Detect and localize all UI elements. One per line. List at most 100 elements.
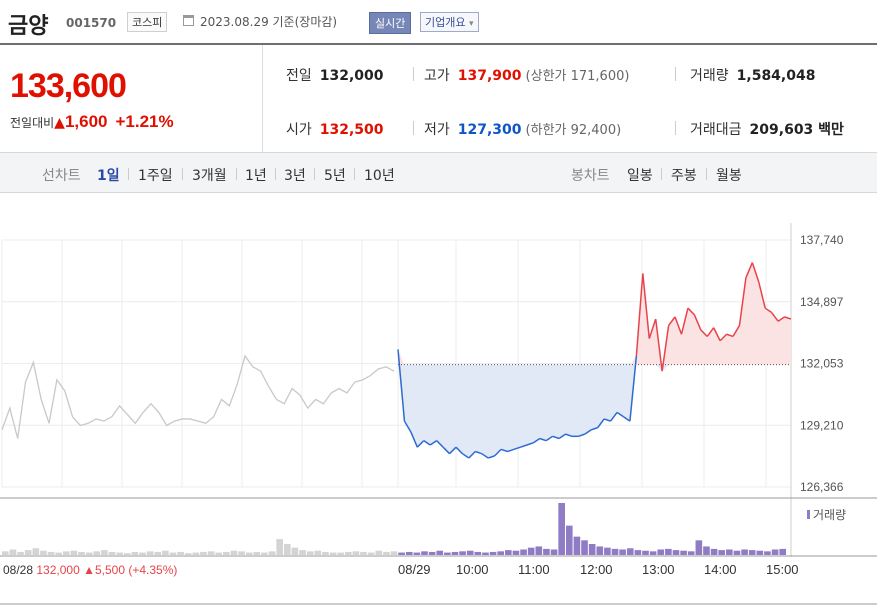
price-line-segment [648,318,657,339]
price-line-segment [777,316,785,322]
stat-value: 137,900 [457,68,522,84]
volume-bar [85,552,93,555]
current-price: 133,600 [10,67,127,105]
volume-bar [70,550,78,555]
price-line-segment [745,262,754,279]
stat-label: 거래량 [690,68,729,84]
volume-bar [123,553,131,555]
x-tick-label: 08/29 [398,562,431,577]
tab-daily-candle[interactable]: 일봉 [627,168,653,184]
tab-3year[interactable]: 3년 [284,168,306,184]
price-line-segment [771,312,779,322]
price-line-segment [552,435,560,440]
price-line-segment [423,440,431,446]
candle-chart-label: 봉차트 [571,168,610,184]
price-line-segment [661,325,670,372]
volume-bar [756,550,764,555]
stat-label: 거래대금 [690,122,742,138]
stat-low: 저가 127,300 (하한가 92,400) [424,119,621,139]
tab-5year[interactable]: 5년 [324,168,346,184]
price-line-segment [449,446,457,455]
price-line-segment [784,316,792,320]
volume-bar [672,550,680,555]
market-badge: 코스피 [127,12,168,32]
price-line-segment [513,446,521,451]
tab-weekly-candle[interactable]: 주봉 [671,168,697,184]
tab-1year[interactable]: 1년 [245,168,267,184]
price-line-segment [764,307,773,314]
volume-bar [565,525,573,555]
volume-bar [162,550,169,555]
volume-bar [535,546,543,555]
price-line-segment [674,316,683,335]
volume-bar [101,550,108,555]
volume-bar [306,551,314,555]
divider [413,121,414,135]
price-line-segment [487,455,495,459]
price-line-segment [610,411,618,422]
divider [661,168,662,180]
stock-header: 금양 001570 코스피 2023.08.29 기준(장마감) 실시간 기업개… [0,0,877,44]
y-tick-label: 132,053 [800,357,844,371]
volume-bar [139,552,146,555]
realtime-button[interactable]: 실시간 [369,12,412,34]
volume-bar [390,551,398,555]
volume-bar [184,553,192,555]
price-line-segment [623,416,631,422]
price-line-segment [654,318,663,372]
volume-bar [459,551,466,555]
volume-bar [474,551,482,555]
stat-sub: (하한가 92,400) [525,123,622,138]
tab-monthly-candle[interactable]: 월봉 [716,168,742,184]
price-line-segment [584,429,592,435]
x-tick-label: 11:00 [518,562,550,577]
price-line-segment [436,440,444,448]
tab-10year[interactable]: 10년 [364,168,395,184]
previous-day-info-part: (+4.35%) [128,563,177,577]
divider [275,168,276,180]
volume-bar [733,550,741,555]
volume-bar [703,546,710,555]
stat-label: 전일 [286,68,312,84]
stat-value: 132,500 [319,122,384,138]
below-baseline-area [398,364,791,459]
stat-trade-value: 거래대금 209,603 백만 [690,119,844,139]
price-line-segment [578,433,586,438]
volume-bar [9,549,17,555]
calendar-icon [183,15,194,26]
price-chart[interactable]: 137,740 134,897 132,053 129,210 126,366 거래량 08… [0,193,877,606]
divider [706,168,707,180]
stat-high: 고가 137,900 (상한가 171,600) [424,65,629,85]
volume-bar [748,550,756,555]
volume-bar [32,548,40,555]
volume-bar [329,552,337,555]
volume-bar [558,503,565,555]
volume-bar [261,552,268,555]
change-percent: +1.21% [115,112,174,131]
price-line-segment [565,433,573,438]
volume-bar [352,551,360,555]
volume-bar [131,551,139,555]
volume-bar [466,550,474,555]
volume-bar [550,549,558,555]
volume-bar [649,551,657,555]
tab-1day[interactable]: 1일 [97,168,120,184]
volume-bar [588,543,596,555]
change-amount: 1,600 [64,112,108,131]
stat-label: 저가 [424,122,450,138]
volume-bar [687,551,695,555]
stat-value: 132,000 [319,68,384,84]
y-tick-label: 137,740 [800,233,844,247]
tab-3month[interactable]: 3개월 [192,168,227,184]
y-tick-label: 134,897 [800,295,844,309]
price-line-segment [397,349,406,422]
tab-1week[interactable]: 1주일 [138,168,173,184]
volume-bar [108,551,116,555]
volume-bar [405,551,413,555]
y-tick-label: 126,366 [800,480,844,494]
company-overview-button[interactable]: 기업개요 ▾ [420,12,479,32]
above-baseline-area [398,262,791,365]
volume-bar [489,551,497,555]
x-tick-label: 14:00 [704,562,737,577]
price-line-segment [429,440,438,446]
